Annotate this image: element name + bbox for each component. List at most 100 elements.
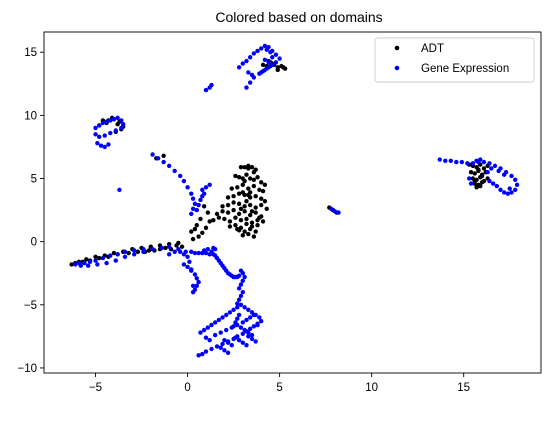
point-gene-expression [205, 325, 211, 330]
point-gene-expression [494, 183, 500, 189]
point-gene-expression [192, 250, 198, 256]
point-adt [229, 186, 234, 191]
point-adt [242, 178, 247, 184]
point-adt [242, 204, 247, 209]
point-gene-expression [216, 317, 222, 323]
point-adt [281, 65, 286, 70]
point-gene-expression [190, 283, 196, 289]
point-gene-expression [247, 315, 253, 320]
point-adt [236, 191, 242, 196]
point-gene-expression [273, 52, 279, 57]
point-gene-expression [209, 322, 214, 328]
point-gene-expression [249, 336, 255, 342]
point-gene-expression [259, 70, 264, 75]
point-adt [257, 215, 262, 220]
point-gene-expression [492, 163, 498, 169]
point-gene-expression [509, 190, 514, 195]
legend: ADT Gene Expression [374, 37, 535, 83]
point-gene-expression [155, 156, 161, 161]
point-gene-expression [218, 345, 223, 350]
point-gene-expression [196, 202, 201, 208]
point-gene-expression [85, 263, 91, 268]
point-gene-expression [251, 312, 257, 318]
point-gene-expression [240, 340, 245, 345]
point-gene-expression [132, 248, 137, 253]
point-gene-expression [87, 259, 93, 265]
point-gene-expression [122, 249, 128, 254]
point-adt [251, 169, 257, 175]
point-gene-expression [98, 143, 104, 148]
point-gene-expression [224, 312, 229, 318]
point-gene-expression [115, 252, 120, 257]
point-gene-expression [166, 163, 172, 169]
point-gene-expression [113, 128, 118, 133]
point-gene-expression [95, 262, 100, 267]
point-gene-expression [454, 159, 459, 165]
point-adt [216, 215, 222, 220]
point-gene-expression [244, 317, 249, 323]
point-gene-expression [161, 159, 166, 165]
point-gene-expression [189, 267, 194, 272]
point-adt [275, 67, 280, 73]
point-gene-expression [509, 173, 514, 179]
point-gene-expression [233, 320, 238, 325]
point-gene-expression [507, 186, 512, 191]
x-tick-label: 15 [457, 382, 470, 394]
x-axis-ticks: −5 0 5 10 15 [89, 373, 470, 394]
point-gene-expression [150, 247, 155, 252]
point-gene-expression [106, 142, 111, 147]
point-adt [205, 210, 211, 215]
point-adt [259, 202, 264, 208]
point-gene-expression [467, 176, 472, 181]
point-adt [244, 172, 249, 177]
point-gene-expression [235, 305, 240, 310]
point-gene-expression [336, 210, 341, 215]
point-gene-expression [253, 339, 258, 344]
point-adt [247, 226, 253, 232]
point-gene-expression [238, 282, 244, 287]
point-adt [211, 217, 216, 223]
point-adt [161, 153, 166, 158]
legend-marker-adt [394, 45, 400, 51]
point-gene-expression [249, 332, 255, 338]
point-adt [201, 204, 207, 209]
point-gene-expression [212, 320, 218, 325]
point-gene-expression [470, 161, 476, 166]
point-adt [163, 245, 168, 251]
point-adt [472, 171, 477, 176]
point-gene-expression [244, 85, 249, 90]
point-gene-expression [200, 187, 205, 193]
point-gene-expression [235, 316, 240, 321]
point-adt [93, 254, 98, 260]
x-tick-label: 10 [365, 382, 378, 394]
point-adt [227, 224, 233, 229]
point-adt [253, 205, 258, 210]
point-adt [231, 200, 236, 205]
point-adt [235, 185, 240, 190]
point-adt [479, 173, 485, 179]
point-gene-expression [266, 65, 271, 70]
point-gene-expression [513, 177, 518, 182]
point-gene-expression [187, 259, 192, 265]
point-adt [115, 122, 120, 127]
point-gene-expression [108, 253, 113, 258]
y-tick-label: 5 [31, 174, 37, 186]
point-gene-expression [474, 158, 479, 164]
point-adt [225, 202, 231, 208]
point-adt [236, 175, 242, 180]
point-adt [255, 175, 260, 180]
point-gene-expression [194, 283, 199, 289]
point-gene-expression [196, 279, 201, 285]
point-gene-expression [481, 159, 487, 165]
point-adt [97, 255, 102, 261]
point-gene-expression [201, 191, 207, 196]
point-adt [249, 164, 255, 170]
point-gene-expression [209, 346, 214, 352]
point-gene-expression [93, 132, 98, 137]
point-adt [225, 210, 231, 215]
y-tick-label: −10 [17, 363, 37, 375]
point-gene-expression [102, 144, 107, 150]
point-gene-expression [270, 55, 275, 60]
point-gene-expression [257, 315, 262, 320]
point-gene-expression [108, 118, 113, 123]
